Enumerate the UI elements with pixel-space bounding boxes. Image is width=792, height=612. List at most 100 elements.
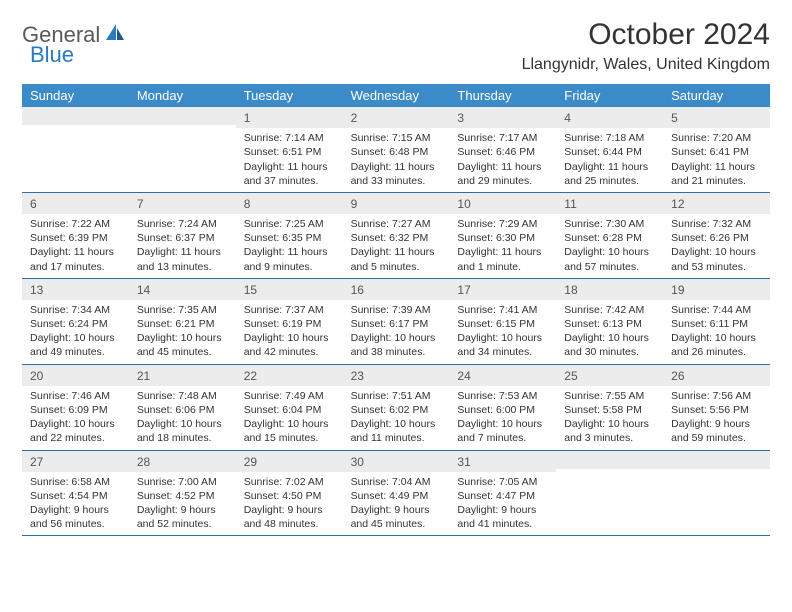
sunrise-text: Sunrise: 7:00 AM <box>137 475 228 489</box>
sunrise-text: Sunrise: 7:56 AM <box>671 389 762 403</box>
daylight-text: Daylight: 9 hours and 48 minutes. <box>244 503 335 531</box>
sunrise-text: Sunrise: 7:51 AM <box>351 389 442 403</box>
day-cell <box>129 107 236 192</box>
day-body: Sunrise: 6:58 AMSunset: 4:54 PMDaylight:… <box>22 472 129 536</box>
daylight-text: Daylight: 10 hours and 18 minutes. <box>137 417 228 445</box>
sunset-text: Sunset: 6:39 PM <box>30 231 121 245</box>
sunset-text: Sunset: 6:26 PM <box>671 231 762 245</box>
sunset-text: Sunset: 6:41 PM <box>671 145 762 159</box>
day-body: Sunrise: 7:46 AMSunset: 6:09 PMDaylight:… <box>22 386 129 450</box>
day-body: Sunrise: 7:02 AMSunset: 4:50 PMDaylight:… <box>236 472 343 536</box>
sunrise-text: Sunrise: 7:46 AM <box>30 389 121 403</box>
location-text: Llangynidr, Wales, United Kingdom <box>522 56 770 74</box>
day-number: 22 <box>236 365 343 386</box>
day-body: Sunrise: 7:37 AMSunset: 6:19 PMDaylight:… <box>236 300 343 364</box>
day-body: Sunrise: 7:04 AMSunset: 4:49 PMDaylight:… <box>343 472 450 536</box>
sunrise-text: Sunrise: 7:30 AM <box>564 217 655 231</box>
sunrise-text: Sunrise: 7:14 AM <box>244 131 335 145</box>
day-body: Sunrise: 7:55 AMSunset: 5:58 PMDaylight:… <box>556 386 663 450</box>
daylight-text: Daylight: 10 hours and 30 minutes. <box>564 331 655 359</box>
day-cell: 5Sunrise: 7:20 AMSunset: 6:41 PMDaylight… <box>663 107 770 192</box>
daylight-text: Daylight: 11 hours and 5 minutes. <box>351 245 442 273</box>
day-body: Sunrise: 7:41 AMSunset: 6:15 PMDaylight:… <box>449 300 556 364</box>
sunset-text: Sunset: 6:21 PM <box>137 317 228 331</box>
sunrise-text: Sunrise: 7:39 AM <box>351 303 442 317</box>
day-cell: 21Sunrise: 7:48 AMSunset: 6:06 PMDayligh… <box>129 365 236 450</box>
daylight-text: Daylight: 10 hours and 53 minutes. <box>671 245 762 273</box>
sunrise-text: Sunrise: 7:29 AM <box>457 217 548 231</box>
day-body <box>22 125 129 143</box>
day-body <box>556 469 663 487</box>
day-number: 7 <box>129 193 236 214</box>
sunset-text: Sunset: 4:50 PM <box>244 489 335 503</box>
sunset-text: Sunset: 5:56 PM <box>671 403 762 417</box>
day-header-wed: Wednesday <box>343 84 450 107</box>
daylight-text: Daylight: 11 hours and 29 minutes. <box>457 160 548 188</box>
week-row: 20Sunrise: 7:46 AMSunset: 6:09 PMDayligh… <box>22 365 770 451</box>
day-number: 19 <box>663 279 770 300</box>
day-number: 30 <box>343 451 450 472</box>
sunrise-text: Sunrise: 7:48 AM <box>137 389 228 403</box>
day-number <box>556 451 663 469</box>
daylight-text: Daylight: 10 hours and 22 minutes. <box>30 417 121 445</box>
daylight-text: Daylight: 11 hours and 17 minutes. <box>30 245 121 273</box>
sunset-text: Sunset: 4:49 PM <box>351 489 442 503</box>
day-cell: 27Sunrise: 6:58 AMSunset: 4:54 PMDayligh… <box>22 451 129 536</box>
day-body <box>129 125 236 143</box>
day-number <box>129 107 236 125</box>
sunset-text: Sunset: 6:00 PM <box>457 403 548 417</box>
day-number: 14 <box>129 279 236 300</box>
sunset-text: Sunset: 6:30 PM <box>457 231 548 245</box>
day-body: Sunrise: 7:27 AMSunset: 6:32 PMDaylight:… <box>343 214 450 278</box>
day-body: Sunrise: 7:48 AMSunset: 6:06 PMDaylight:… <box>129 386 236 450</box>
day-body: Sunrise: 7:39 AMSunset: 6:17 PMDaylight:… <box>343 300 450 364</box>
day-cell: 31Sunrise: 7:05 AMSunset: 4:47 PMDayligh… <box>449 451 556 536</box>
day-cell: 22Sunrise: 7:49 AMSunset: 6:04 PMDayligh… <box>236 365 343 450</box>
day-cell: 26Sunrise: 7:56 AMSunset: 5:56 PMDayligh… <box>663 365 770 450</box>
day-cell: 14Sunrise: 7:35 AMSunset: 6:21 PMDayligh… <box>129 279 236 364</box>
daylight-text: Daylight: 11 hours and 33 minutes. <box>351 160 442 188</box>
day-cell: 28Sunrise: 7:00 AMSunset: 4:52 PMDayligh… <box>129 451 236 536</box>
sunrise-text: Sunrise: 7:24 AM <box>137 217 228 231</box>
day-body: Sunrise: 7:44 AMSunset: 6:11 PMDaylight:… <box>663 300 770 364</box>
daylight-text: Daylight: 10 hours and 11 minutes. <box>351 417 442 445</box>
day-cell: 3Sunrise: 7:17 AMSunset: 6:46 PMDaylight… <box>449 107 556 192</box>
month-title: October 2024 <box>522 18 770 52</box>
day-cell: 9Sunrise: 7:27 AMSunset: 6:32 PMDaylight… <box>343 193 450 278</box>
sunrise-text: Sunrise: 7:22 AM <box>30 217 121 231</box>
day-number: 9 <box>343 193 450 214</box>
sunrise-text: Sunrise: 7:17 AM <box>457 131 548 145</box>
day-cell: 29Sunrise: 7:02 AMSunset: 4:50 PMDayligh… <box>236 451 343 536</box>
sunset-text: Sunset: 6:06 PM <box>137 403 228 417</box>
day-cell: 13Sunrise: 7:34 AMSunset: 6:24 PMDayligh… <box>22 279 129 364</box>
day-cell: 23Sunrise: 7:51 AMSunset: 6:02 PMDayligh… <box>343 365 450 450</box>
sunset-text: Sunset: 6:24 PM <box>30 317 121 331</box>
day-body: Sunrise: 7:34 AMSunset: 6:24 PMDaylight:… <box>22 300 129 364</box>
daylight-text: Daylight: 10 hours and 49 minutes. <box>30 331 121 359</box>
sunrise-text: Sunrise: 7:15 AM <box>351 131 442 145</box>
day-body: Sunrise: 7:15 AMSunset: 6:48 PMDaylight:… <box>343 128 450 192</box>
daylight-text: Daylight: 11 hours and 9 minutes. <box>244 245 335 273</box>
day-cell: 7Sunrise: 7:24 AMSunset: 6:37 PMDaylight… <box>129 193 236 278</box>
sunrise-text: Sunrise: 7:05 AM <box>457 475 548 489</box>
day-body: Sunrise: 7:18 AMSunset: 6:44 PMDaylight:… <box>556 128 663 192</box>
sunrise-text: Sunrise: 7:34 AM <box>30 303 121 317</box>
sail-icon <box>104 22 126 48</box>
day-body: Sunrise: 7:25 AMSunset: 6:35 PMDaylight:… <box>236 214 343 278</box>
week-row: 27Sunrise: 6:58 AMSunset: 4:54 PMDayligh… <box>22 451 770 537</box>
day-body: Sunrise: 7:17 AMSunset: 6:46 PMDaylight:… <box>449 128 556 192</box>
day-body: Sunrise: 7:56 AMSunset: 5:56 PMDaylight:… <box>663 386 770 450</box>
sunrise-text: Sunrise: 7:41 AM <box>457 303 548 317</box>
sunset-text: Sunset: 4:47 PM <box>457 489 548 503</box>
sunset-text: Sunset: 6:09 PM <box>30 403 121 417</box>
daylight-text: Daylight: 9 hours and 52 minutes. <box>137 503 228 531</box>
daylight-text: Daylight: 10 hours and 15 minutes. <box>244 417 335 445</box>
day-header-fri: Friday <box>556 84 663 107</box>
daylight-text: Daylight: 11 hours and 13 minutes. <box>137 245 228 273</box>
daylight-text: Daylight: 9 hours and 41 minutes. <box>457 503 548 531</box>
day-cell: 10Sunrise: 7:29 AMSunset: 6:30 PMDayligh… <box>449 193 556 278</box>
day-number: 8 <box>236 193 343 214</box>
day-number: 17 <box>449 279 556 300</box>
day-body: Sunrise: 7:30 AMSunset: 6:28 PMDaylight:… <box>556 214 663 278</box>
sunset-text: Sunset: 6:04 PM <box>244 403 335 417</box>
